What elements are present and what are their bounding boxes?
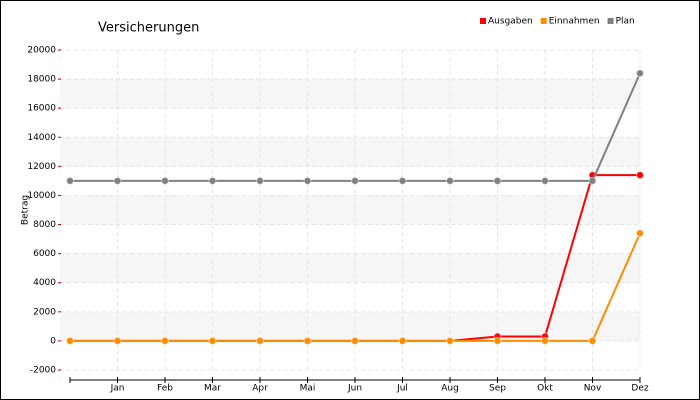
y-tick-label: 6000 [33,249,56,259]
point [256,336,264,345]
point [636,69,644,78]
point [398,336,407,345]
x-tick-label: Sep [489,384,506,394]
y-axis-label: Betrag [21,195,31,225]
point [161,336,169,345]
y-tick-label: 2000 [33,307,56,317]
point [256,176,264,185]
legend-label: Einnahmen [549,17,600,27]
legend-label: Ausgaben [488,17,533,27]
point [351,176,359,185]
y-tick-label: 8000 [33,220,56,230]
grid-band [60,137,640,167]
y-tick-label: 16000 [27,104,56,114]
point [303,336,312,345]
y-tick-label: -2000 [30,366,56,376]
x-tick-label: Nov [584,384,602,394]
x-tick-label: Okt [537,384,553,394]
y-tick-label: 10000 [27,191,56,201]
x-tick-label: Feb [157,384,173,394]
grid-band [60,195,640,225]
legend-swatch [480,18,486,24]
point [588,176,597,185]
point [446,336,454,345]
y-tick-label: 4000 [33,278,56,288]
x-tick-label: Apr [252,384,268,394]
point [161,176,169,185]
x-tick-label: Jan [110,384,125,394]
grid-band [60,253,640,283]
x-tick-label: Mar [204,384,221,394]
x-tick-label: Jul [396,384,408,394]
legend-swatch [540,18,547,24]
x-tick-label: Dez [631,384,648,394]
chart-title: Versicherungen [98,21,199,36]
point [493,176,502,185]
point [588,336,597,345]
point [66,336,74,345]
point [493,336,502,345]
point [636,229,644,238]
y-tick-label: 20000 [27,46,56,56]
grid-band [60,79,640,109]
point [208,176,217,185]
legend-swatch [607,18,614,24]
x-tick-label: Mai [300,384,316,394]
point [446,176,454,185]
x-tick-label: Aug [441,384,459,394]
point [113,176,122,185]
point [541,336,549,345]
legend-label: Plan [616,17,635,27]
point [351,336,359,345]
point [208,336,217,345]
point [398,176,407,185]
point [66,176,74,185]
point [113,336,122,345]
grid-band [60,311,640,341]
point [636,171,644,180]
point [303,176,312,185]
y-tick-label: 0 [50,336,56,346]
y-tick-label: 12000 [27,162,56,172]
point [541,176,549,185]
y-tick-label: 14000 [27,133,56,143]
x-tick-label: Jun [347,384,362,394]
y-tick-label: 18000 [27,75,56,85]
